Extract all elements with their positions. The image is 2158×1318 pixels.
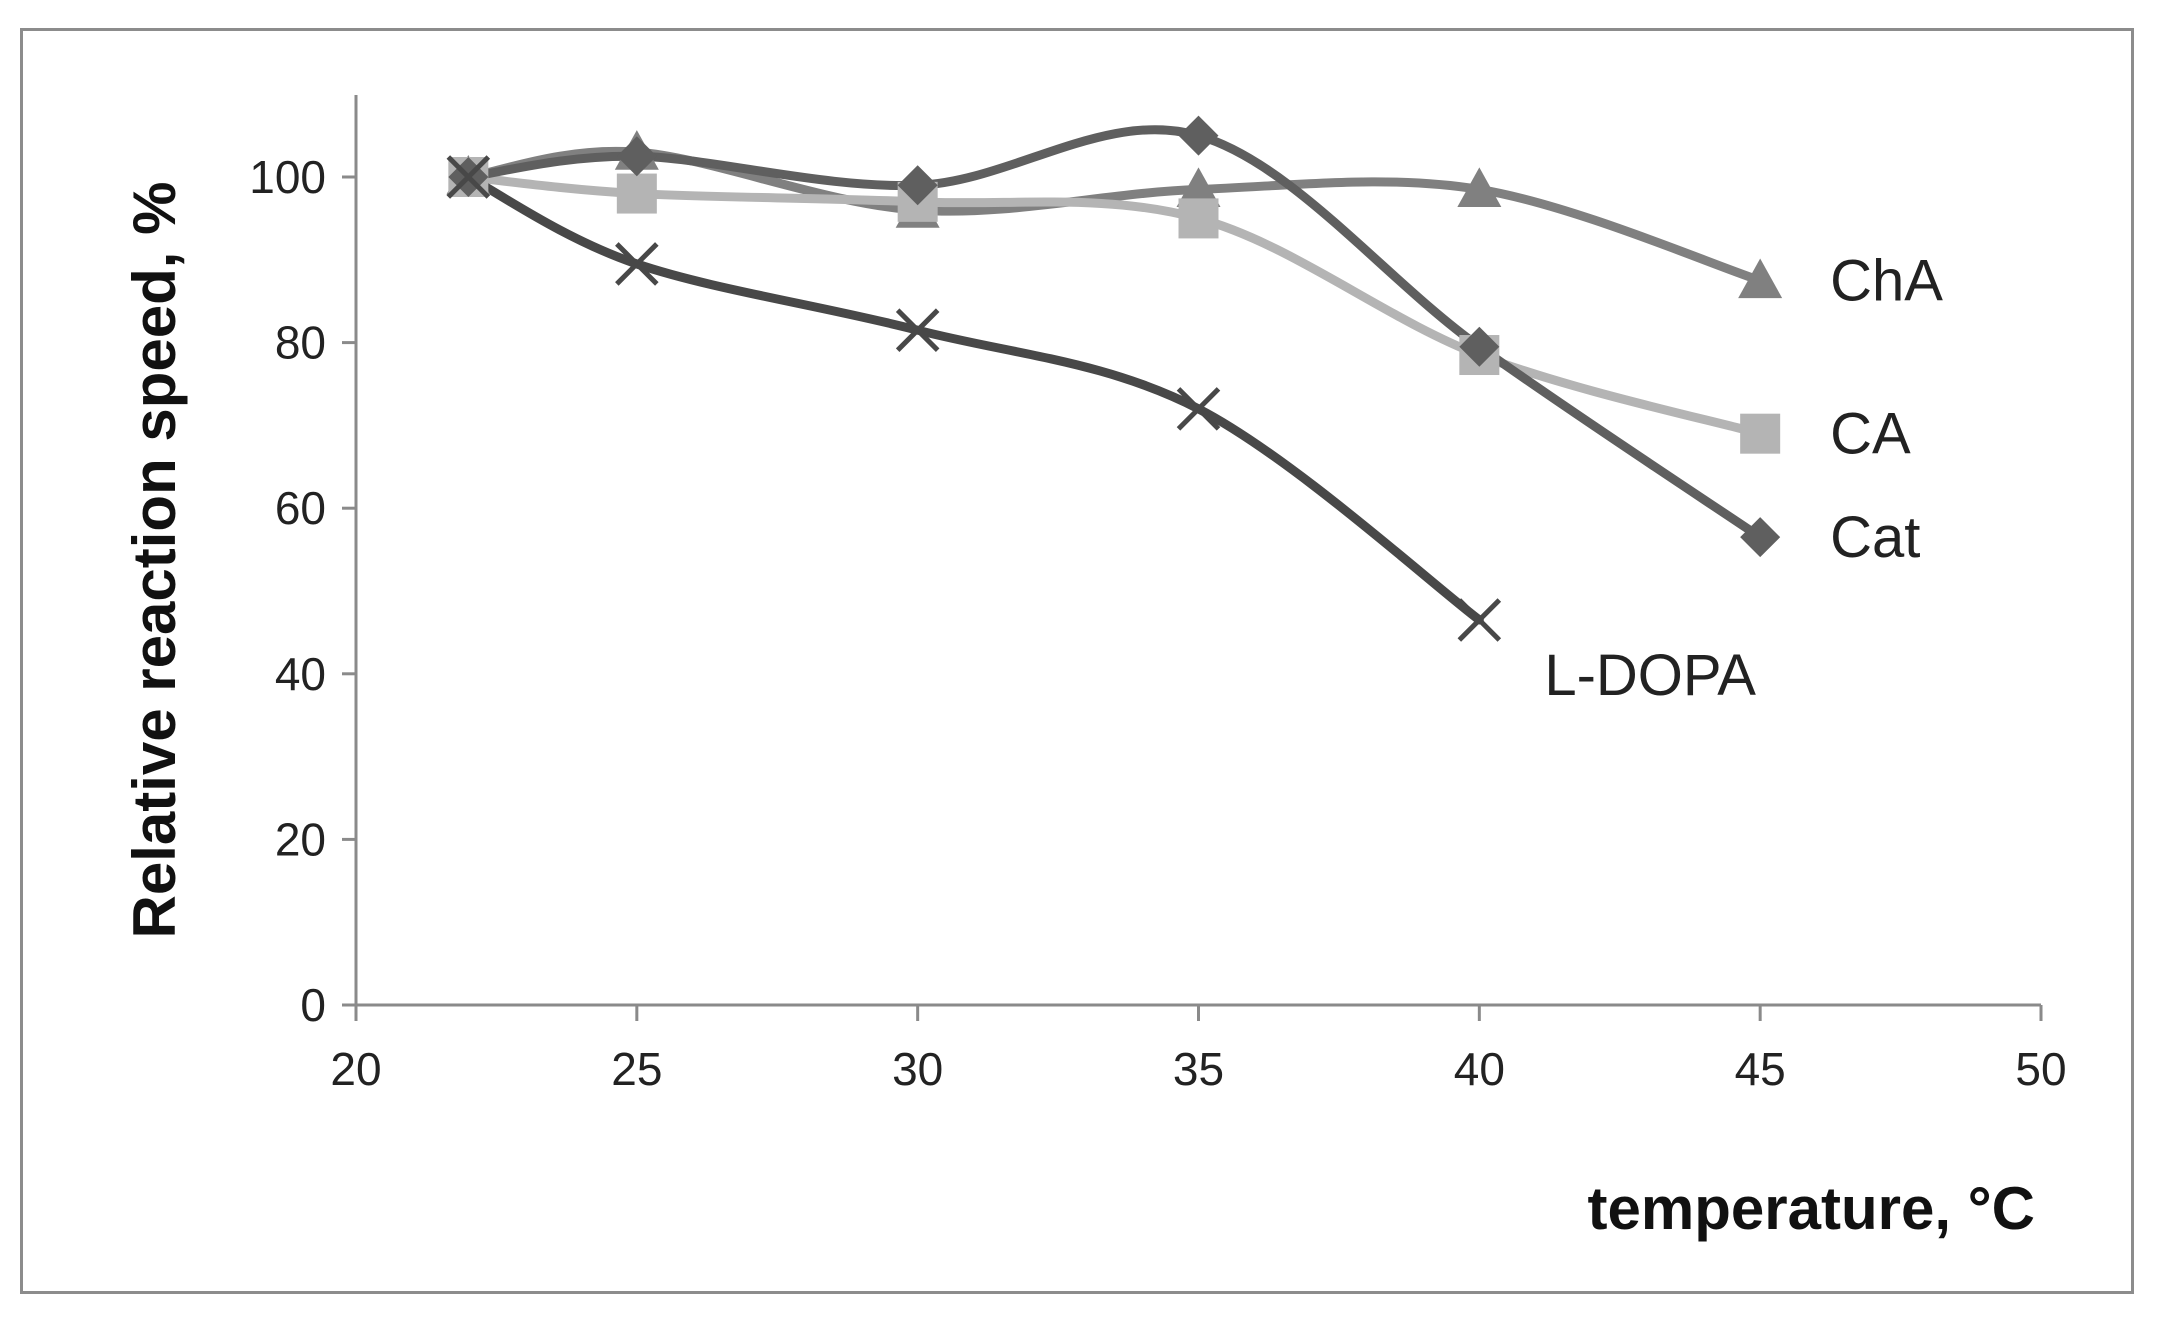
data-point-ca [1178, 198, 1219, 239]
data-point-cat [1178, 115, 1219, 156]
y-tick-label: 0 [300, 979, 326, 1031]
x-axis-title: temperature, °C [1588, 1175, 2035, 1242]
x-tick-label: 50 [2015, 1043, 2066, 1095]
series-labels: ChA CA Cat L-DOPA [1544, 249, 1943, 708]
data-point-l-dopa [1457, 598, 1502, 642]
chart-frame [20, 28, 2134, 1294]
series-lines [463, 125, 1765, 625]
y-tick-label: 100 [249, 151, 326, 203]
data-point-ca [616, 173, 657, 214]
series-label-l-dopa: L-DOPA [1544, 643, 1756, 708]
series-label-ca: CA [1830, 402, 1911, 467]
y-tick-label: 40 [275, 648, 326, 700]
x-tick-label: 20 [330, 1043, 381, 1095]
series-label-cat: Cat [1830, 505, 1920, 570]
y-tick-label: 60 [275, 482, 326, 534]
y-tick-label: 80 [275, 317, 326, 369]
series-label-cha: ChA [1830, 249, 1943, 314]
series-line-l-dopa [463, 172, 1484, 625]
data-point-cat [1740, 517, 1781, 558]
series-markers [446, 115, 1783, 642]
data-point-cha [1738, 258, 1783, 299]
data-point-cat [616, 136, 657, 177]
x-tick-label: 25 [611, 1043, 662, 1095]
data-point-cat [897, 165, 938, 206]
data-point-cat [1459, 326, 1500, 367]
y-axis-title: Relative reaction speed, % [121, 182, 188, 939]
data-point-l-dopa [446, 155, 491, 199]
data-point-l-dopa [615, 242, 659, 286]
data-point-ca [1740, 413, 1781, 454]
y-tick-label: 20 [275, 813, 326, 865]
x-tick-label: 40 [1454, 1043, 1505, 1095]
series-line-cha [463, 146, 1765, 285]
x-tick-label: 45 [1735, 1043, 1786, 1095]
data-point-l-dopa [895, 308, 940, 352]
data-point-l-dopa [1176, 387, 1221, 431]
x-tick-label: 35 [1173, 1043, 1224, 1095]
data-point-cha [1457, 167, 1502, 208]
x-tick-label: 30 [892, 1043, 943, 1095]
data-point-cha [1176, 167, 1221, 208]
